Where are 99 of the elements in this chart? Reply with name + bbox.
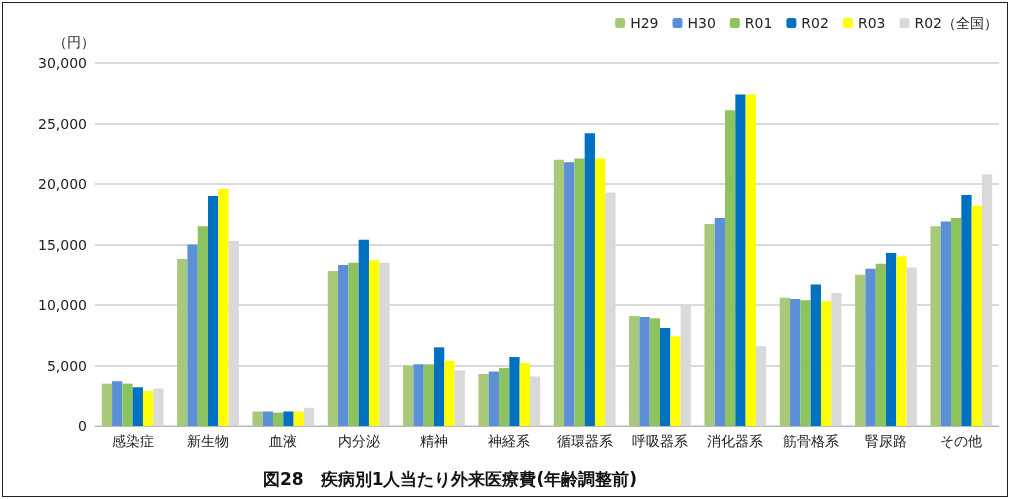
x-tick-label: 循環器系 bbox=[556, 433, 613, 449]
bar bbox=[629, 315, 640, 426]
bar bbox=[820, 301, 832, 426]
text: 図28 疾病別1人当たり外来医療費(年齢調整前) bbox=[263, 468, 638, 489]
bar bbox=[680, 305, 691, 426]
bar bbox=[951, 217, 962, 426]
bar bbox=[906, 267, 917, 426]
legend-label: R03 bbox=[857, 15, 886, 31]
bar bbox=[594, 158, 606, 426]
y-tick-label: 5,000 bbox=[46, 357, 87, 374]
bar bbox=[584, 133, 595, 426]
bar bbox=[564, 162, 575, 426]
x-tick-label: 筋骨格系 bbox=[782, 433, 839, 449]
bar bbox=[252, 411, 263, 426]
x-tick-label: 消化器系 bbox=[707, 433, 764, 449]
bar bbox=[423, 364, 434, 426]
bar bbox=[403, 365, 414, 426]
bar bbox=[981, 174, 993, 426]
bar bbox=[454, 370, 465, 426]
bar bbox=[187, 244, 198, 426]
legend-label: R02（全国） bbox=[914, 15, 998, 31]
y-tick-label: 10,000 bbox=[38, 297, 87, 313]
y-tick-label: 0 bbox=[78, 418, 87, 434]
bar bbox=[831, 292, 842, 426]
bar bbox=[132, 387, 143, 426]
bar bbox=[273, 412, 284, 426]
legend-label: R01 bbox=[744, 15, 773, 31]
x-tick-label: 神経系 bbox=[488, 433, 531, 449]
y-axis-title: （円） bbox=[53, 34, 95, 50]
bar bbox=[704, 223, 715, 426]
y-tick-label: 30,000 bbox=[38, 55, 87, 71]
bar bbox=[228, 240, 239, 426]
bar bbox=[745, 94, 756, 426]
bar bbox=[379, 262, 390, 426]
bar bbox=[218, 188, 229, 426]
bar bbox=[529, 376, 541, 426]
x-tick-label: 呼吸器系 bbox=[632, 433, 688, 449]
bar bbox=[660, 327, 671, 426]
x-tick-label: 内分泌 bbox=[337, 433, 380, 449]
bar bbox=[444, 360, 455, 426]
bar bbox=[800, 300, 811, 426]
bar bbox=[971, 205, 982, 426]
bar bbox=[779, 297, 791, 426]
bar bbox=[478, 373, 489, 426]
bar bbox=[112, 381, 123, 426]
bar bbox=[519, 363, 530, 426]
bar bbox=[348, 262, 359, 426]
bar bbox=[810, 284, 821, 426]
bar bbox=[488, 371, 500, 426]
bar bbox=[714, 217, 726, 426]
bar bbox=[649, 318, 660, 426]
bar bbox=[670, 336, 681, 426]
bar bbox=[735, 94, 746, 426]
bar bbox=[896, 256, 907, 426]
bar bbox=[338, 265, 349, 426]
bar bbox=[413, 364, 424, 426]
bar bbox=[208, 196, 219, 426]
bar bbox=[725, 110, 736, 426]
bar bbox=[940, 221, 952, 426]
bar bbox=[605, 192, 616, 426]
x-tick-label: 精神 bbox=[420, 433, 448, 449]
bar bbox=[153, 388, 164, 426]
x-tick-label: 感染症 bbox=[111, 433, 154, 449]
bar bbox=[886, 252, 897, 426]
x-tick-label: 新生物 bbox=[187, 433, 229, 449]
x-tick-label: 血液 bbox=[269, 433, 298, 449]
legend-label: H30 bbox=[687, 15, 716, 31]
bar bbox=[961, 194, 972, 426]
bar bbox=[509, 357, 520, 426]
bar bbox=[574, 158, 585, 426]
y-tick-label: 25,000 bbox=[38, 115, 87, 132]
bar bbox=[434, 347, 445, 426]
bar bbox=[293, 411, 304, 426]
bar bbox=[327, 271, 339, 426]
x-tick-label: その他 bbox=[940, 433, 983, 449]
y-tick-label: 20,000 bbox=[38, 176, 87, 192]
y-tick-label: 15,000 bbox=[38, 236, 87, 253]
legend-label: H29 bbox=[630, 15, 659, 31]
bar bbox=[855, 274, 866, 426]
bar bbox=[142, 390, 154, 426]
bar bbox=[553, 159, 565, 426]
bar bbox=[930, 226, 941, 426]
bar bbox=[303, 407, 315, 426]
bar bbox=[368, 260, 380, 426]
x-tick-label: 腎尿路 bbox=[865, 433, 907, 449]
bar bbox=[122, 383, 133, 426]
bar bbox=[101, 383, 113, 426]
bar bbox=[790, 298, 801, 426]
bar bbox=[499, 367, 510, 426]
bar bbox=[177, 259, 188, 426]
bar bbox=[358, 239, 369, 426]
bar bbox=[197, 226, 208, 426]
bar bbox=[755, 346, 767, 426]
bar bbox=[283, 411, 294, 426]
bar bbox=[639, 317, 650, 426]
legend-label: R02 bbox=[801, 15, 829, 31]
bar bbox=[865, 268, 876, 426]
bar bbox=[875, 263, 886, 426]
bar bbox=[262, 411, 274, 426]
